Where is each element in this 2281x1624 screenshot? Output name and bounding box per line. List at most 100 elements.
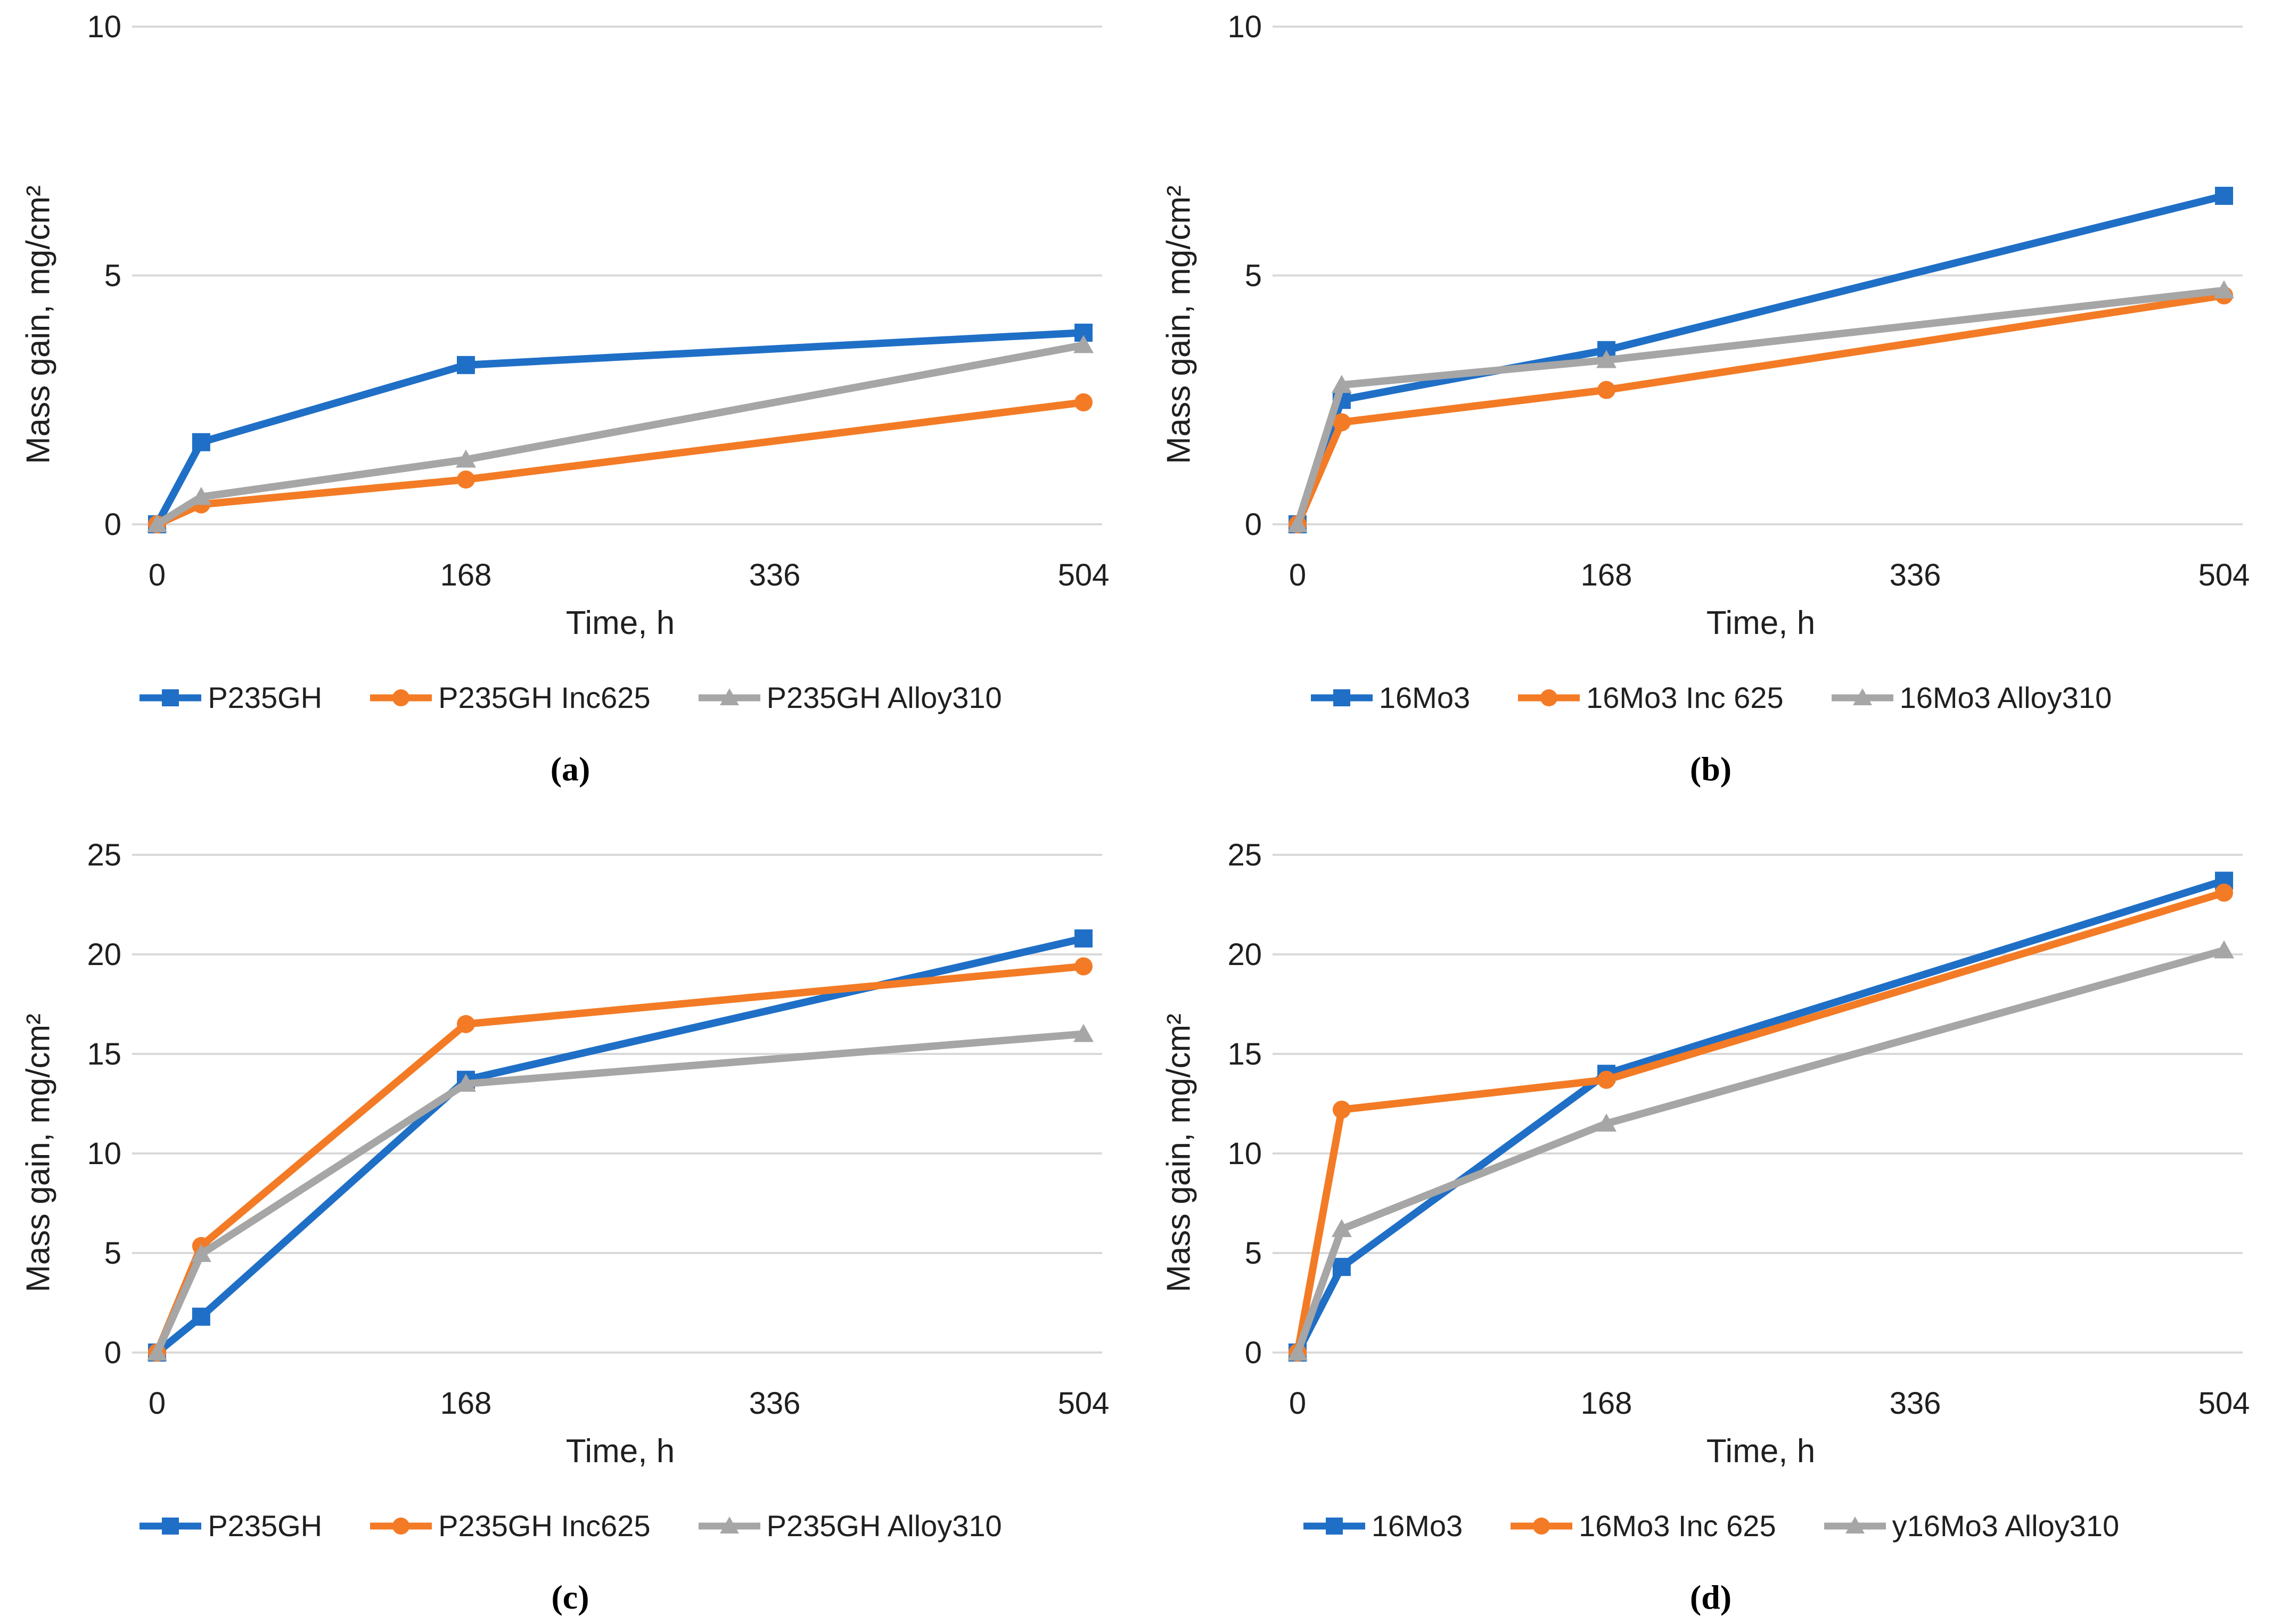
chart-panel-b: Mass gain, mg/cm² 0 5 10 0 168 336 504 Time, h… (1140, 0, 2281, 796)
plot-area: 0 5 10 15 20 25 0 168 336 504 (1227, 838, 2250, 1421)
y-tick-label: 5 (104, 1236, 121, 1271)
y-tick-label: 10 (87, 10, 121, 44)
y-tick-label: 10 (1227, 10, 1262, 44)
y-tick-label: 5 (104, 259, 121, 293)
legend-marker-shape (719, 1516, 739, 1534)
legend-circle-marker-icon (370, 689, 432, 706)
y-tick-label: 0 (1245, 1336, 1262, 1370)
legend-label: P235GH Inc625 (438, 1509, 651, 1543)
data-point-marker (457, 470, 475, 489)
x-tick-label: 0 (149, 558, 166, 592)
legend-marker-shape (1845, 1516, 1865, 1534)
legend-marker-shape (1325, 1517, 1343, 1535)
legend-circle-marker-icon (1511, 1517, 1573, 1535)
legend-label: 16Mo3 Inc 625 (1586, 681, 1784, 714)
y-tick-label: 15 (1227, 1037, 1262, 1071)
y-tick-label: 0 (104, 1336, 121, 1370)
legend-circle-marker-icon (1518, 689, 1580, 706)
data-point-marker (456, 1074, 476, 1092)
x-axis-title: Time, h (565, 605, 675, 641)
x-tick-label: 504 (2198, 1386, 2250, 1421)
legend: 16Mo3 16Mo3 Inc 625 y16Mo3 Alloy310 (1140, 1508, 2281, 1543)
legend-triangle-marker-icon (698, 688, 760, 705)
plot-area: 0 5 10 15 20 25 0 168 336 504 (87, 838, 1109, 1421)
y-tick-label: 0 (104, 507, 121, 542)
data-point-marker (1074, 929, 1093, 948)
legend-marker-shape (162, 689, 179, 706)
panel-caption: (c) (551, 1578, 589, 1616)
y-tick-label: 25 (87, 838, 121, 872)
x-tick-label: 168 (1581, 558, 1632, 592)
y-tick-label: 15 (87, 1037, 121, 1071)
legend-item: 16Mo3 (1310, 680, 1470, 715)
data-point-marker (2214, 280, 2234, 299)
y-tick-label: 20 (1227, 937, 1262, 972)
data-point-marker (1287, 514, 1308, 532)
x-tick-label: 336 (749, 558, 801, 592)
legend-label: P235GH Alloy310 (766, 1509, 1002, 1543)
legend-square-marker-icon (140, 689, 202, 706)
data-point-marker (1287, 1342, 1308, 1361)
legend-marker-shape (392, 1517, 410, 1535)
panel-caption: (b) (1689, 750, 1732, 788)
y-tick-label: 10 (87, 1136, 121, 1171)
panel-caption: (d) (1689, 1578, 1732, 1616)
data-point-marker (1332, 1100, 1351, 1119)
legend-item: 16Mo3 (1302, 1508, 1463, 1543)
series-line (1294, 192, 2228, 528)
legend-marker-shape (1852, 688, 1872, 705)
x-axis-title: Time, h (1706, 605, 1816, 641)
data-point-marker (192, 1307, 210, 1326)
x-tick-label: 168 (1581, 1386, 1632, 1421)
legend-marker-shape (392, 689, 410, 706)
x-tick-label: 0 (1289, 1386, 1306, 1421)
series-line (1294, 946, 2228, 1356)
legend-triangle-marker-icon (1831, 688, 1893, 705)
series-line (153, 341, 1087, 528)
legend-marker-shape (162, 1517, 179, 1535)
series-line (153, 962, 1087, 1356)
legend-label: y16Mo3 Alloy310 (1892, 1509, 2120, 1543)
series-line (1294, 286, 2228, 528)
data-point-marker (457, 356, 475, 374)
legend-marker-shape (1540, 689, 1558, 706)
series-line (153, 1030, 1087, 1356)
x-axis-title: Time, h (1706, 1433, 1816, 1470)
data-point-marker (2215, 186, 2233, 205)
data-point-marker (2214, 940, 2234, 959)
plot-area: 0 5 10 0 168 336 504 (1227, 10, 2250, 592)
legend-marker-shape (1533, 1517, 1550, 1535)
legend-label: P235GH Inc625 (438, 681, 651, 714)
legend-item: P235GH Inc625 (369, 680, 651, 715)
data-point-marker (2215, 884, 2233, 902)
data-point-marker (1597, 381, 1615, 399)
data-point-marker (147, 1342, 167, 1361)
legend: P235GH P235GH Inc625 P235GH Alloy310 (0, 680, 1140, 715)
x-tick-label: 168 (440, 558, 492, 592)
series-line (153, 935, 1087, 1356)
data-point-marker (1596, 350, 1617, 368)
data-point-marker (1597, 1070, 1615, 1089)
legend-item: y16Mo3 Alloy310 (1823, 1508, 2120, 1543)
series-line (153, 398, 1087, 528)
y-tick-label: 25 (1227, 838, 1262, 872)
legend-item: P235GH (138, 680, 322, 715)
chart-panel-d: Mass gain, mg/cm² 0 5 10 15 20 25 0 168 336 504 T… (1140, 828, 2281, 1624)
legend-circle-marker-icon (370, 1517, 432, 1535)
legend-marker-shape (1333, 689, 1350, 706)
legend-item: 16Mo3 Inc 625 (1509, 1508, 1776, 1543)
data-point-marker (147, 514, 167, 532)
x-tick-label: 0 (1289, 558, 1306, 592)
legend-label: 16Mo3 (1371, 1509, 1463, 1543)
data-point-marker (1332, 413, 1351, 432)
data-point-marker (1074, 393, 1093, 411)
data-point-marker (457, 1015, 475, 1033)
legend-label: 16Mo3 Alloy310 (1899, 681, 2112, 714)
data-point-marker (1074, 957, 1093, 976)
chart-panel-a: Mass gain, mg/cm² 0 5 10 0 168 336 504 Time, h… (0, 0, 1140, 796)
x-axis-title: Time, h (565, 1433, 675, 1470)
y-tick-label: 5 (1245, 259, 1262, 293)
legend-triangle-marker-icon (698, 1516, 760, 1534)
data-point-marker (1331, 375, 1352, 393)
